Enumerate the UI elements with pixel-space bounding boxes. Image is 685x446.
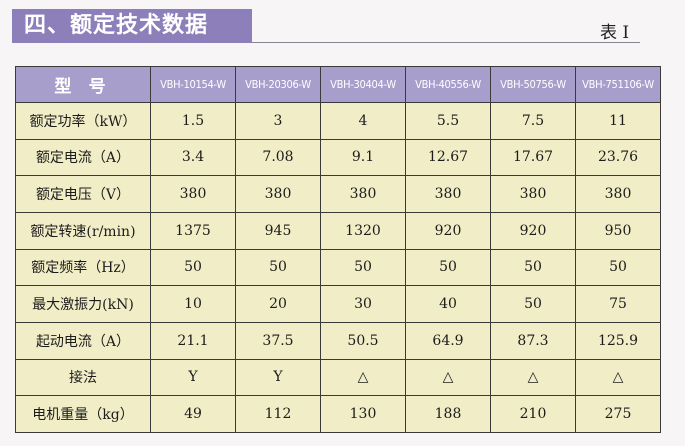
title-divider [252,42,640,43]
table-cell: 50.5 [320,321,406,360]
table-cell: △ [490,358,576,397]
table-row: 接法 Y Y △ △ △ △ [15,358,661,397]
header-model: VBH-10154-W [150,66,236,103]
table-cell: 10 [150,285,236,323]
table-cell: △ [320,358,406,397]
row-label: 电机重量（kg） [15,395,151,433]
table-cell: 950 [575,211,661,250]
table-cell: 125.9 [575,321,661,360]
row-label: 接法 [15,358,151,397]
table-cell: 7.08 [235,138,321,177]
table-number: 表 I [600,23,630,43]
table-cell: 920 [405,211,491,250]
table-cell: 30 [320,285,406,323]
table-cell: 12.67 [405,138,491,177]
table-cell: 50 [490,248,576,287]
table-cell: △ [405,358,491,397]
section-title: 四、额定技术数据 [12,9,252,43]
table-cell: 23.76 [575,138,661,177]
table-row: 最大激振力(kN) 10 20 30 40 50 75 [15,285,661,323]
table-cell: 9.1 [320,138,406,177]
row-label: 最大激振力(kN) [15,285,151,323]
header-model: VBH-30404-W [320,66,406,103]
row-label: 额定频率（Hz） [15,248,151,287]
table-cell: 1320 [320,211,406,250]
table-cell: 210 [490,395,576,433]
table-row: 额定转速(r/min) 1375 945 1320 920 920 950 [15,211,661,250]
table-cell: 1375 [150,211,236,250]
table-cell: 87.3 [490,321,576,360]
row-label: 额定功率（kW） [15,102,151,140]
row-label: 额定转速(r/min) [15,211,151,250]
table-cell: 275 [575,395,661,433]
table-cell: Y [235,358,321,397]
table-row: 电机重量（kg） 49 112 130 188 210 275 [15,395,661,433]
row-label: 起动电流（A） [15,321,151,360]
table-cell: 380 [150,175,236,213]
table-cell: 130 [320,395,406,433]
table-cell: 21.1 [150,321,236,360]
header-model: VBH-50756-W [490,66,576,103]
table-cell: 50 [490,285,576,323]
table-row: 额定电压（V） 380 380 380 380 380 380 [15,175,661,213]
table-cell: 380 [405,175,491,213]
table-cell: 5.5 [405,102,491,140]
table-cell: 50 [575,248,661,287]
table-cell: 920 [490,211,576,250]
table-row: 起动电流（A） 21.1 37.5 50.5 64.9 87.3 125.9 [15,321,661,360]
table-cell: 1.5 [150,102,236,140]
table-cell: 20 [235,285,321,323]
header-row: 型 号 VBH-10154-W VBH-20306-W VBH-30404-W VBH-… [15,66,661,103]
table-cell: 380 [320,175,406,213]
table-cell: 40 [405,285,491,323]
table-cell: 945 [235,211,321,250]
table-cell: 64.9 [405,321,491,360]
table-cell: 7.5 [490,102,576,140]
row-label: 额定电压（V） [15,175,151,213]
table-cell: 75 [575,285,661,323]
table-cell: 380 [575,175,661,213]
table-cell: 11 [575,102,661,140]
row-label: 额定电流（A） [15,138,151,177]
table-cell: 188 [405,395,491,433]
table-row: 额定频率（Hz） 50 50 50 50 50 50 [15,248,661,287]
table-cell: 380 [235,175,321,213]
table-row: 额定电流（A） 3.4 7.08 9.1 12.67 17.67 23.76 [15,138,661,177]
table-cell: Y [150,358,236,397]
table-cell: △ [575,358,661,397]
header-model: VBH-40556-W [405,66,491,103]
header-model: VBH-20306-W [235,66,321,103]
table-cell: 50 [320,248,406,287]
table-cell: 4 [320,102,406,140]
rated-data-table: 型 号 VBH-10154-W VBH-20306-W VBH-30404-W VBH-… [15,66,661,433]
table-cell: 50 [235,248,321,287]
table-cell: 3 [235,102,321,140]
table-cell: 17.67 [490,138,576,177]
table-cell: 50 [150,248,236,287]
table-cell: 49 [150,395,236,433]
header-model-label: 型 号 [15,66,151,103]
table-cell: 112 [235,395,321,433]
table-cell: 3.4 [150,138,236,177]
table-cell: 37.5 [235,321,321,360]
table-cell: 50 [405,248,491,287]
header-model: VBH-751106-W [575,66,661,103]
table-cell: 380 [490,175,576,213]
table-row: 额定功率（kW） 1.5 3 4 5.5 7.5 11 [15,102,661,140]
